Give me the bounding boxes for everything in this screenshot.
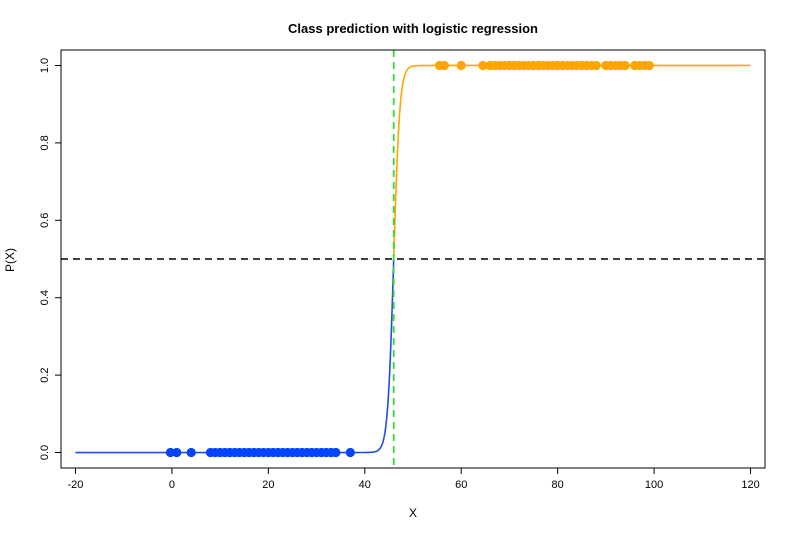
x-tick-label: 120 [741, 479, 759, 491]
y-tick-label: 0.2 [39, 367, 51, 382]
x-axis-label: X [409, 506, 417, 520]
curve-class-1 [392, 64, 751, 260]
chart-title: Class prediction with logistic regressio… [288, 21, 538, 36]
y-tick-label: 1.0 [39, 58, 51, 73]
point-class-1 [478, 60, 488, 71]
plot-frame [60, 49, 766, 469]
point-class-0 [331, 447, 341, 458]
x-tick-label: 60 [455, 479, 467, 491]
plot-area [61, 50, 765, 468]
x-tick-label: 100 [645, 479, 663, 491]
point-class-1 [620, 60, 630, 71]
point-class-0 [186, 447, 196, 458]
y-tick-label: 0.0 [39, 445, 51, 460]
x-tick-label: 20 [262, 479, 274, 491]
x-tick-label: 80 [552, 479, 564, 491]
y-tick-label: 0.4 [39, 290, 51, 305]
x-tick-label: 0 [169, 479, 175, 491]
x-tick-label: -20 [68, 479, 84, 491]
curve-class-0 [75, 258, 395, 454]
point-class-1 [591, 60, 601, 71]
point-class-0 [345, 447, 355, 458]
y-tick-label: 0.6 [39, 213, 51, 228]
y-axis-label: P(X) [3, 248, 17, 272]
point-class-1 [439, 60, 449, 71]
y-tick-label: 0.8 [39, 135, 51, 150]
point-class-1 [644, 60, 654, 71]
point-class-0 [172, 447, 182, 458]
point-class-1 [456, 60, 466, 71]
x-tick-label: 40 [359, 479, 371, 491]
